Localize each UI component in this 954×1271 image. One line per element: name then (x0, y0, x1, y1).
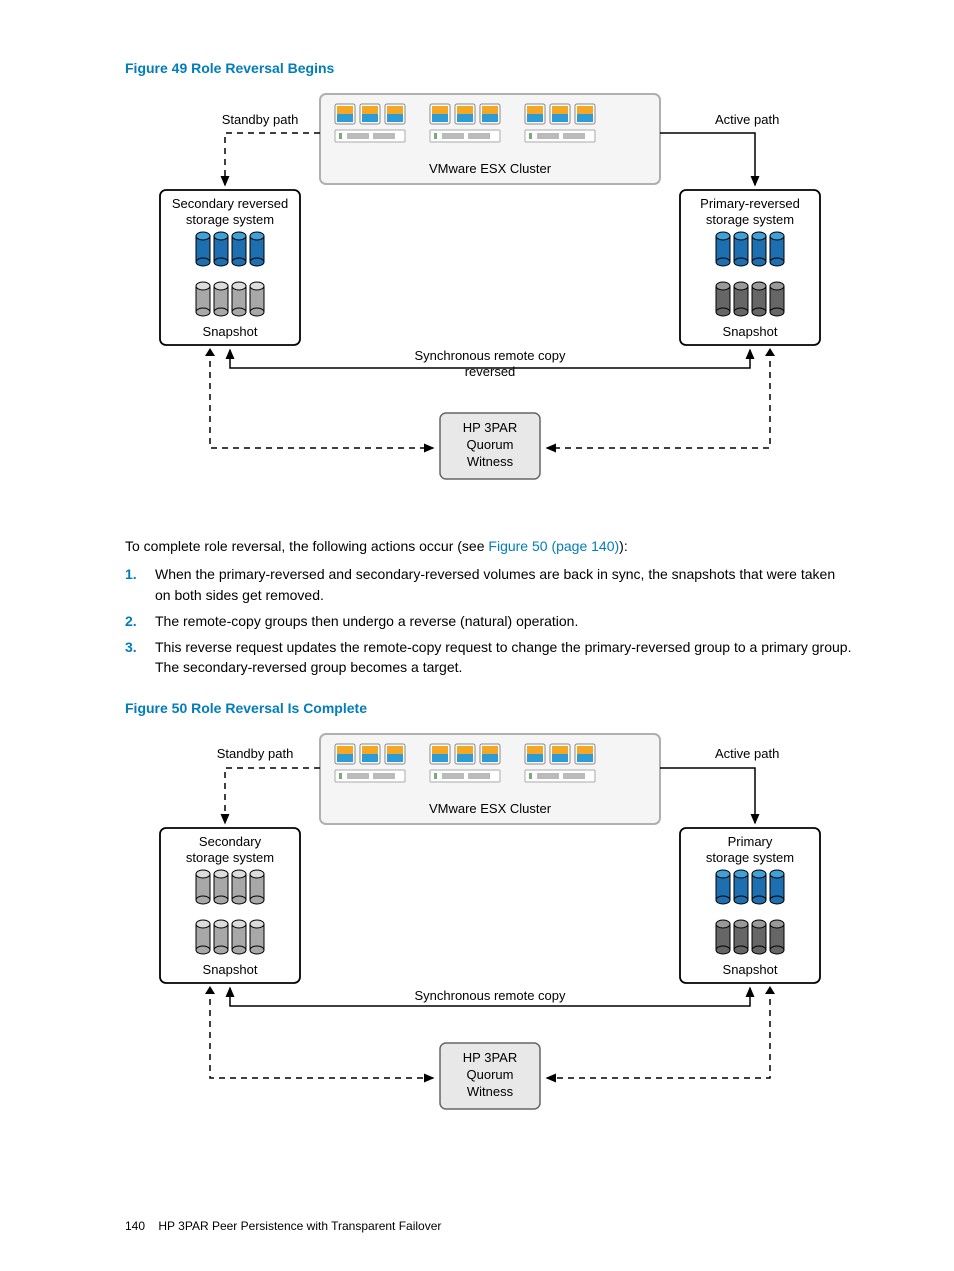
sync-label-l1: Synchronous remote copy (414, 348, 566, 363)
witness-l1: HP 3PAR (462, 420, 516, 435)
active-path-label: Active path (715, 746, 779, 761)
snapshot-label-right: Snapshot (722, 324, 777, 339)
left-box-l2: storage system (185, 212, 273, 227)
left-box-l2: storage system (185, 850, 273, 865)
witness-l3: Witness (466, 1084, 513, 1099)
intro-post: ): (619, 538, 628, 554)
left-box-l1: Secondary (198, 834, 261, 849)
figure50-link[interactable]: Figure 50 (page 140) (488, 538, 619, 554)
witness-l2: Quorum (466, 437, 513, 452)
cluster-label: VMware ESX Cluster (428, 161, 551, 176)
cluster-servers-icon (335, 104, 595, 142)
witness-l3: Witness (466, 454, 513, 469)
steps-list: When the primary-reversed and secondary-… (125, 564, 854, 677)
intro-text: To complete role reversal, the following… (125, 536, 854, 556)
sync-label-l2: reversed (464, 364, 515, 379)
cluster-servers-icon (335, 744, 595, 782)
snapshot-label-left: Snapshot (202, 962, 257, 977)
page-footer: 140 HP 3PAR Peer Persistence with Transp… (125, 1219, 441, 1233)
intro-pre: To complete role reversal, the following… (125, 538, 488, 554)
snapshot-label-left: Snapshot (202, 324, 257, 339)
list-item: This reverse request updates the remote-… (125, 637, 854, 678)
figure49-title: Figure 49 Role Reversal Begins (125, 60, 854, 76)
cluster-label: VMware ESX Cluster (428, 801, 551, 816)
page-number: 140 (125, 1219, 145, 1233)
list-item: When the primary-reversed and secondary-… (125, 564, 854, 605)
right-box-l1: Primary-reversed (700, 196, 800, 211)
figure50-title: Figure 50 Role Reversal Is Complete (125, 700, 854, 716)
right-box-l2: storage system (705, 212, 793, 227)
figure50-diagram: VMware ESX Cluster Standby path Active p… (130, 728, 850, 1138)
figure49-diagram: VMware ESX Cluster Standby path Active p… (130, 88, 850, 508)
standby-path-label: Standby path (216, 746, 293, 761)
standby-path-label: Standby path (221, 112, 298, 127)
section-title: HP 3PAR Peer Persistence with Transparen… (158, 1219, 441, 1233)
left-box-l1: Secondary reversed (171, 196, 287, 211)
sync-label: Synchronous remote copy (414, 988, 566, 1003)
witness-l1: HP 3PAR (462, 1050, 516, 1065)
active-path-label: Active path (715, 112, 779, 127)
witness-l2: Quorum (466, 1067, 513, 1082)
right-box-l2: storage system (705, 850, 793, 865)
snapshot-label-right: Snapshot (722, 962, 777, 977)
list-item: The remote-copy groups then undergo a re… (125, 611, 854, 631)
right-box-l1: Primary (727, 834, 772, 849)
